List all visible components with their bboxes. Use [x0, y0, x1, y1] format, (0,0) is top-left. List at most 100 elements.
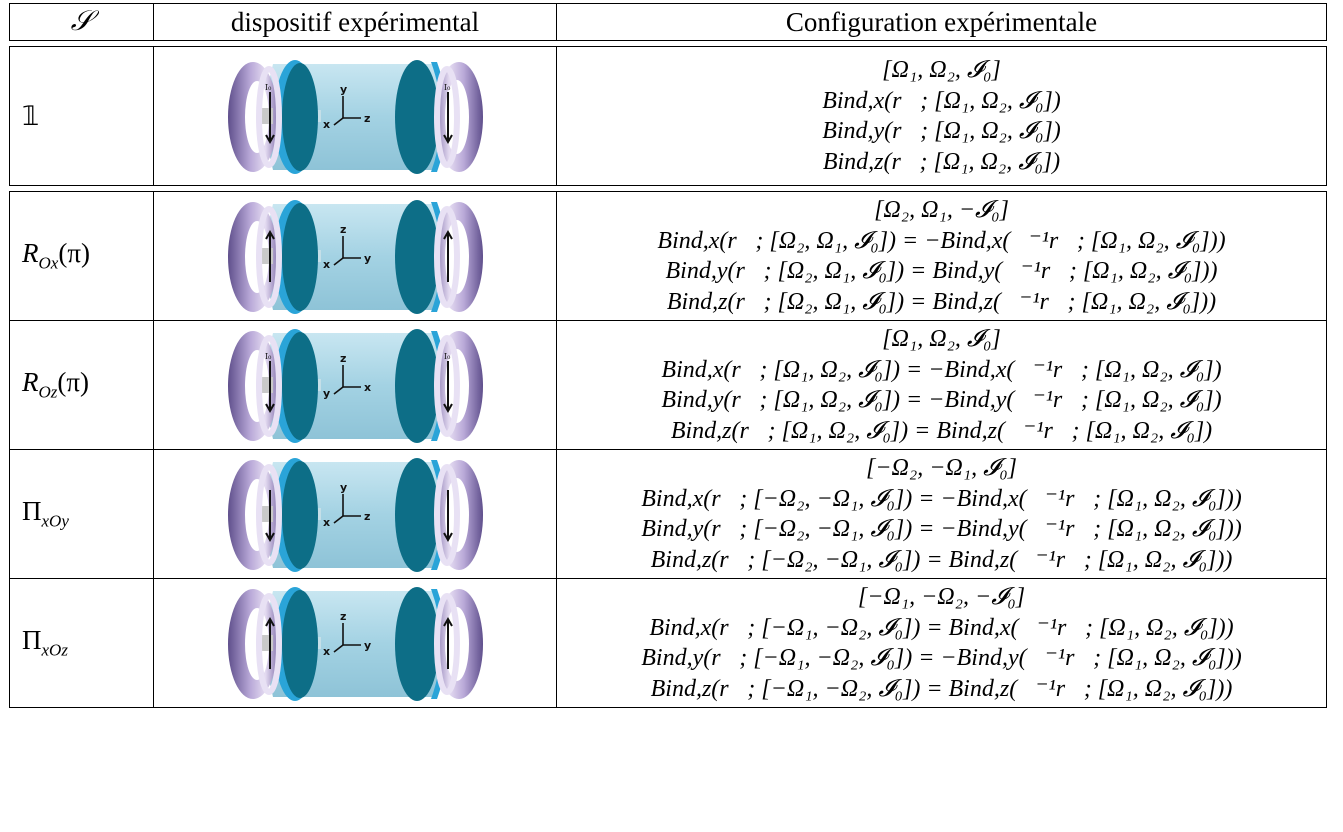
field-relation: Bind,z(r⃗; [Ω₂, Ω₁, 𝓘₀]) = Bind,z(𝒮⁻¹r⃗;…	[666, 288, 1217, 315]
apparatus-diagram: y z x	[228, 458, 483, 572]
device-cell: I₀ I₀ y z x	[153, 46, 557, 186]
current-arrow-head	[443, 532, 453, 543]
apparatus-group: I₀ I₀	[228, 60, 483, 174]
right-disk	[395, 587, 439, 701]
left-disk	[282, 63, 318, 171]
symmetry-argument: (π)	[57, 367, 90, 398]
field-relation: Bind,y(r⃗; [Ω₁, Ω₂, 𝓘₀])	[822, 118, 1061, 144]
device-cell: y z x	[153, 449, 557, 579]
current-arrow-head	[265, 532, 275, 543]
header-row: 𝒮 dispositif expérimental Configuration …	[9, 3, 1327, 41]
right-disk	[395, 60, 439, 174]
parameter-tuple: [Ω₁, Ω₂, 𝓘₀]	[882, 326, 1001, 352]
header-device: dispositif expérimental	[153, 3, 557, 41]
symmetry-symbol: Π	[22, 625, 42, 656]
header-configuration: Configuration expérimentale	[556, 3, 1327, 41]
apparatus-group	[228, 200, 483, 314]
right-disk	[395, 329, 439, 443]
left-coil-face	[256, 593, 282, 695]
field-relation: Bind,x(r⃗; [−Ω₁, −Ω₂, 𝓘₀]) = Bind,x(𝒮⁻¹r…	[649, 614, 1234, 641]
axis-line	[333, 515, 344, 524]
symmetry-label: ROx(π)	[9, 191, 154, 321]
current-arrow-head	[265, 134, 275, 145]
right-coil-face	[434, 464, 460, 566]
left-coil-face	[256, 464, 282, 566]
device-cell: z y x	[153, 578, 557, 708]
axis-label: z	[364, 510, 370, 523]
header-symmetry: 𝒮	[9, 3, 154, 41]
current-arrow-head	[443, 403, 453, 414]
current-arrow-head	[265, 616, 275, 627]
field-relation: Bind,y(r⃗; [Ω₂, Ω₁, 𝓘₀]) = Bind,y(𝒮⁻¹r⃗;…	[665, 258, 1218, 284]
parameter-tuple: [Ω₂, Ω₁, −𝓘₀]	[874, 197, 1009, 223]
symmetry-subscript: xOy	[41, 511, 69, 531]
field-relation: Bind,z(r⃗; [Ω₁, Ω₂, 𝓘₀]) = Bind,z(𝒮⁻¹r⃗;…	[670, 417, 1213, 444]
axis-label: y	[364, 639, 371, 652]
apparatus-diagram: I₀ I₀ z x y	[228, 329, 483, 443]
right-disk	[395, 458, 439, 572]
axis-label: z	[340, 352, 346, 365]
apparatus-diagram: I₀ I₀ y z x	[228, 60, 483, 174]
axes-triad: z y x	[323, 610, 371, 658]
right-coil-face	[434, 206, 460, 308]
left-disk	[282, 203, 318, 311]
axis-label: y	[364, 252, 371, 265]
current-label: I₀	[444, 352, 450, 361]
symmetry-subscript: xOz	[41, 640, 68, 660]
current-arrow-head	[443, 134, 453, 145]
axis-label: z	[340, 223, 346, 236]
apparatus-group	[228, 458, 483, 572]
axis-label: z	[340, 610, 346, 623]
left-coil-face	[256, 206, 282, 308]
configuration-cell: [−Ω₂, −Ω₁, 𝓘₀] Bind,x(r⃗; [−Ω₂, −Ω₁, 𝓘₀])…	[556, 449, 1327, 579]
left-disk	[282, 590, 318, 698]
axis-label: y	[340, 481, 347, 494]
axes-triad: z y x	[323, 223, 371, 271]
table-row: ROz(π) I₀ I₀ z x y [Ω₁, Ω₂, 𝓘₀] Bind,x(r⃗; [Ω₁,…	[9, 320, 1327, 450]
axis-label: y	[323, 387, 330, 400]
configuration-cell: [Ω₂, Ω₁, −𝓘₀] Bind,x(r⃗; [Ω₂, Ω₁, 𝓘₀]) = …	[556, 191, 1327, 321]
field-relation: Bind,x(r⃗; [−Ω₂, −Ω₁, 𝓘₀]) = −Bind,x(𝒮⁻¹…	[641, 485, 1242, 512]
apparatus-group	[228, 587, 483, 701]
symmetry-symbol: R	[22, 367, 39, 398]
device-cell: z y x	[153, 191, 557, 321]
symmetry-label: ROz(π)	[9, 320, 154, 450]
right-coil-face	[434, 335, 460, 437]
axis-label: x	[323, 516, 330, 529]
current-arrow-head	[265, 229, 275, 240]
symmetry-label: 𝟙	[9, 46, 154, 186]
axis-line	[333, 644, 344, 653]
field-relation: Bind,z(r⃗; [−Ω₁, −Ω₂, 𝓘₀]) = Bind,z(𝒮⁻¹r…	[650, 675, 1233, 702]
current-arrow-head	[443, 616, 453, 627]
symmetry-symbol: R	[22, 238, 39, 269]
field-relation: Bind,y(r⃗; [Ω₁, Ω₂, 𝓘₀]) = −Bind,y(𝒮⁻¹r⃗…	[661, 387, 1222, 413]
parameter-tuple: [Ω₁, Ω₂, 𝓘₀]	[882, 57, 1001, 83]
axis-label: x	[323, 118, 330, 131]
current-label: I₀	[265, 352, 271, 361]
apparatus-group: I₀ I₀	[228, 329, 483, 443]
symmetry-table: 𝒮 dispositif expérimental Configuration …	[9, 3, 1327, 708]
apparatus-diagram: z y x	[228, 587, 483, 701]
symmetry-argument: (π)	[58, 238, 90, 269]
right-disk	[395, 200, 439, 314]
table-row: ROx(π) z y x [Ω₂, Ω₁, −𝓘₀] Bind,x(r⃗; [Ω₂, Ω₁…	[9, 191, 1327, 321]
symmetry-label: ΠxOy	[9, 449, 154, 579]
parameter-tuple: [−Ω₁, −Ω₂, −𝓘₀]	[857, 584, 1026, 610]
table-row: ΠxOy y z x [−Ω₂, −Ω₁, 𝓘₀] Bind,x(r⃗; [−Ω₂, −Ω…	[9, 449, 1327, 579]
symmetry-symbol: 𝟙	[22, 100, 40, 131]
right-coil-face	[434, 593, 460, 695]
left-disk	[282, 332, 318, 440]
axis-label: x	[323, 258, 330, 271]
table-row: 𝟙 I₀ I₀ y z x [Ω₁, Ω₂, 𝓘₀] Bind,x(r⃗; [Ω₁, Ω₂, …	[9, 46, 1327, 186]
field-relation: Bind,x(r⃗; [Ω₁, Ω₂, 𝓘₀]) = −Bind,x(𝒮⁻¹r⃗…	[661, 356, 1222, 383]
device-cell: I₀ I₀ z x y	[153, 320, 557, 450]
right-coil-face	[434, 66, 460, 168]
axis-label: x	[364, 381, 371, 394]
current-label: I₀	[265, 83, 271, 92]
current-arrow-head	[265, 403, 275, 414]
field-relation: Bind,y(r⃗; [−Ω₁, −Ω₂, 𝓘₀]) = −Bind,y(𝒮⁻¹…	[641, 645, 1242, 671]
left-disk	[282, 461, 318, 569]
axes-triad: y z x	[323, 83, 370, 131]
field-relation: Bind,z(r⃗; [−Ω₂, −Ω₁, 𝓘₀]) = Bind,z(𝒮⁻¹r…	[650, 546, 1233, 573]
symmetry-symbol: Π	[22, 496, 42, 527]
